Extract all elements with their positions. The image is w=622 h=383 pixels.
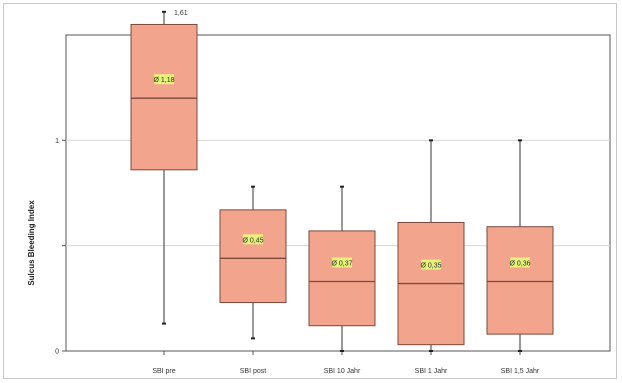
mean-label: Ø 0,36 (509, 260, 530, 267)
x-tick-label: SBI pre (152, 368, 175, 375)
iqr-box (219, 209, 287, 304)
mean-label: Ø 1,18 (153, 77, 174, 84)
box-3: Ø 0,37 (308, 185, 376, 352)
box-5: Ø 0,36 (486, 139, 554, 352)
mean-label-bg (421, 259, 441, 270)
y-tick-layer: 01 (55, 138, 66, 356)
x-tick-label: SBI 1,5 Jahr (501, 368, 540, 375)
box-2: Ø 0,45 (219, 185, 287, 340)
max-value-label: 1,61 (174, 10, 188, 17)
mean-label-bg (510, 257, 530, 268)
box-1: Ø 1,18 1,61 (130, 10, 198, 325)
box-layer: Ø 1,18 1,61 Ø 0,45 Ø 0,37 Ø 0,35 Ø 0,36 (130, 10, 554, 352)
x-tick-label: SBI 1 Jahr (415, 368, 448, 375)
iqr-box (308, 230, 376, 327)
x-tick-label: SBI post (240, 368, 267, 375)
x-tick-layer: SBI pre SBI post SBI 10 Jahr SBI 1 Jahr SBI … (152, 351, 540, 375)
y-tick-label: 1 (55, 138, 59, 145)
mean-label-bg (154, 74, 174, 85)
iqr-box (486, 226, 554, 335)
mean-label: Ø 0,45 (242, 237, 263, 244)
y-tick-label: 0 (55, 349, 59, 356)
mean-label: Ø 0,35 (420, 263, 441, 270)
y-axis-title: Sulcus Bleeding Index (27, 200, 36, 286)
mean-label-bg (243, 234, 263, 245)
box-4: Ø 0,35 (397, 139, 465, 352)
x-tick-label: SBI 10 Jahr (324, 368, 361, 375)
mean-label-bg (332, 257, 352, 268)
iqr-box (130, 23, 198, 171)
mean-label: Ø 0,37 (331, 260, 352, 267)
